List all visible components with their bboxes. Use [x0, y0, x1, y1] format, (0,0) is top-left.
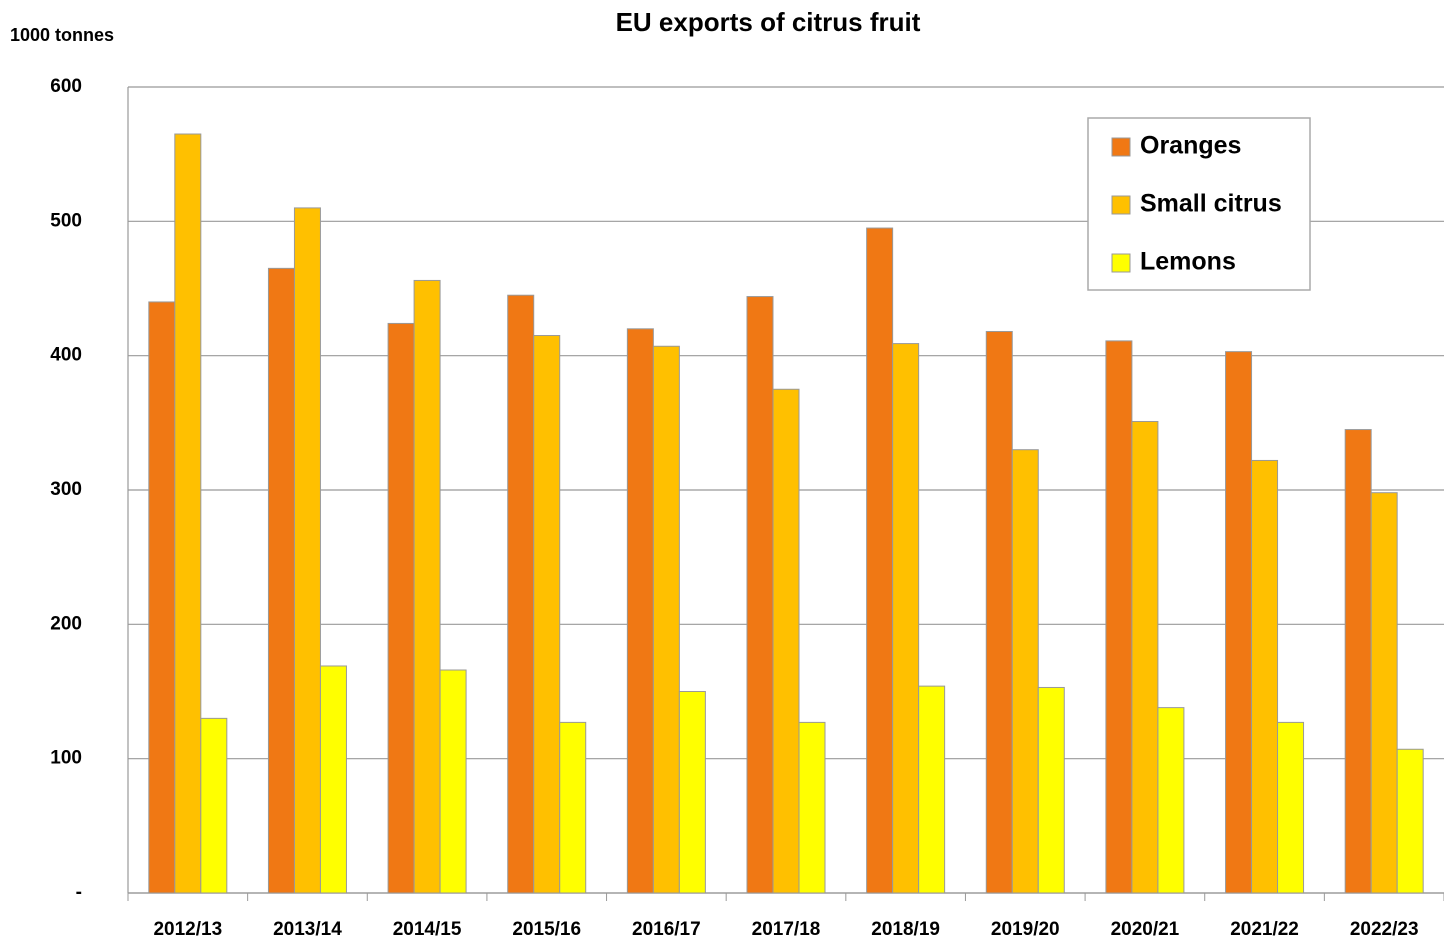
bar	[1011, 449, 1039, 894]
bar	[1344, 429, 1372, 894]
legend-swatch	[1111, 253, 1131, 273]
bar	[626, 328, 654, 894]
bar	[678, 691, 706, 894]
bar	[200, 717, 228, 894]
y-tick-label: 300	[50, 479, 82, 500]
bar	[746, 296, 774, 894]
x-tick-label: 2014/15	[393, 919, 462, 940]
bar	[439, 669, 467, 894]
x-tick-label: 2019/20	[991, 919, 1060, 940]
bar	[985, 330, 1013, 894]
bar	[1251, 459, 1279, 894]
bar	[293, 207, 321, 894]
x-tick-label: 2018/19	[871, 919, 940, 940]
bar	[1157, 707, 1185, 894]
y-tick-label: -	[76, 882, 82, 903]
bar	[772, 388, 800, 894]
x-tick-label: 2020/21	[1111, 919, 1180, 940]
y-tick-label: 100	[50, 748, 82, 769]
bar	[798, 721, 826, 894]
chart-title: EU exports of citrus fruit	[616, 7, 921, 37]
bar	[892, 343, 920, 894]
bar	[387, 322, 415, 894]
bar	[413, 279, 441, 894]
bar	[918, 685, 946, 894]
bar	[507, 294, 535, 894]
legend-label: Oranges	[1140, 132, 1241, 160]
x-tick-label: 2013/14	[273, 919, 342, 940]
bar	[1225, 351, 1253, 894]
bar	[148, 301, 176, 894]
x-tick-label: 2022/23	[1350, 919, 1419, 940]
legend-swatch	[1111, 195, 1131, 215]
bar	[174, 133, 202, 894]
legend-label: Small citrus	[1140, 190, 1282, 218]
bar	[652, 345, 680, 894]
bar	[1396, 748, 1424, 894]
x-tick-label: 2016/17	[632, 919, 701, 940]
bar	[1037, 686, 1065, 894]
y-tick-label: 200	[50, 613, 82, 634]
y-tick-label: 500	[50, 210, 82, 231]
bar	[533, 335, 561, 894]
bar	[1105, 340, 1133, 894]
bar	[1370, 492, 1398, 894]
y-tick-label: 600	[50, 76, 82, 97]
y-axis-label: 1000 tonnes	[10, 25, 114, 45]
y-tick-label: 400	[50, 345, 82, 366]
x-tick-label: 2012/13	[153, 919, 222, 940]
bar	[559, 721, 587, 894]
x-tick-label: 2017/18	[752, 919, 821, 940]
bar	[1131, 420, 1159, 894]
bar	[1277, 721, 1305, 894]
bar	[866, 227, 894, 894]
bar	[267, 267, 295, 894]
x-tick-label: 2021/22	[1230, 919, 1299, 940]
bar	[319, 665, 347, 894]
x-tick-label: 2015/16	[512, 919, 581, 940]
legend-label: Lemons	[1140, 248, 1236, 276]
legend-swatch	[1111, 137, 1131, 157]
